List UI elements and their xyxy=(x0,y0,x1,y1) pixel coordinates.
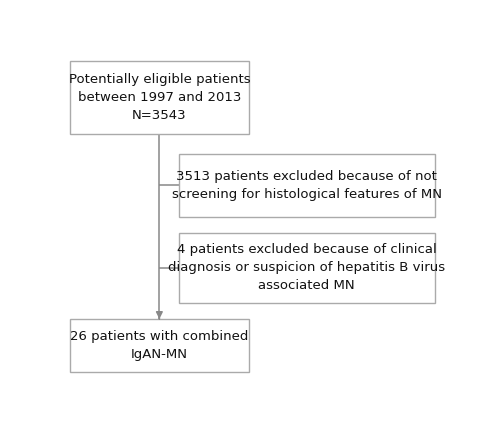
FancyBboxPatch shape xyxy=(70,319,248,372)
Text: Potentially eligible patients
between 1997 and 2013
N=3543: Potentially eligible patients between 19… xyxy=(68,73,250,122)
FancyBboxPatch shape xyxy=(179,154,434,217)
FancyBboxPatch shape xyxy=(179,233,434,302)
Text: 4 patients excluded because of clinical
diagnosis or suspicion of hepatitis B vi: 4 patients excluded because of clinical … xyxy=(168,243,445,292)
Text: 26 patients with combined
IgAN-MN: 26 patients with combined IgAN-MN xyxy=(70,330,248,361)
FancyBboxPatch shape xyxy=(70,61,248,134)
Text: 3513 patients excluded because of not
screening for histological features of MN: 3513 patients excluded because of not sc… xyxy=(172,170,442,201)
